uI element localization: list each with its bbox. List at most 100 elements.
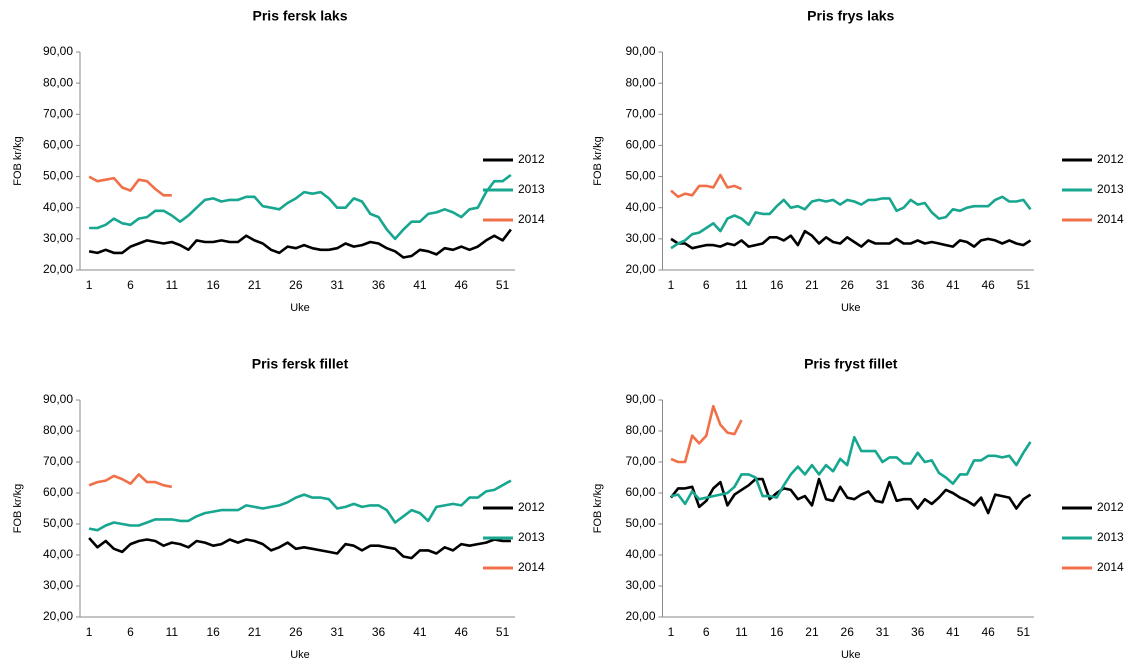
x-tick-label: 21 [805, 625, 819, 639]
x-tick-label: 31 [876, 625, 890, 639]
data-line [670, 404, 743, 464]
legend-label: 2014 [1097, 560, 1124, 574]
x-tick-label: 16 [206, 625, 220, 639]
y-tick-label: 60,00 [625, 485, 655, 499]
y-tick-label: 60,00 [625, 138, 655, 152]
legend-label: 2012 [518, 152, 545, 166]
x-axis-title: Uke [290, 302, 310, 314]
legend-label: 2012 [518, 500, 545, 514]
x-tick-label: 11 [735, 278, 748, 292]
y-tick-label: 80,00 [625, 75, 655, 89]
x-tick-label: 51 [496, 278, 510, 292]
chart-title: Pris frys laks [807, 8, 894, 24]
x-tick-label: 31 [876, 278, 890, 292]
x-tick-label: 36 [372, 625, 386, 639]
legend-label: 2013 [1097, 530, 1124, 544]
x-tick-label: 41 [413, 278, 427, 292]
y-tick-label: 20,00 [43, 609, 73, 623]
data-line [670, 229, 1032, 250]
y-tick-label: 80,00 [43, 423, 73, 437]
y-tick-label: 50,00 [625, 169, 655, 183]
x-tick-label: 31 [331, 278, 345, 292]
y-tick-label: 50,00 [625, 516, 655, 530]
x-tick-label: 11 [166, 625, 179, 639]
y-tick-label: 70,00 [625, 106, 655, 120]
data-line [88, 473, 173, 489]
chart-title: Pris fersk fillet [252, 356, 349, 372]
x-axis-title: Uke [841, 302, 861, 314]
data-line [88, 175, 172, 197]
x-tick-label: 46 [455, 278, 469, 292]
legend-label: 2013 [518, 530, 545, 544]
chart-title: Pris fryst fillet [804, 356, 898, 372]
x-axis-title: Uke [841, 649, 861, 661]
y-axis-title: FOB kr/kg [12, 484, 24, 534]
y-axis-title: FOB kr/kg [12, 136, 24, 186]
chart-title: Pris fersk laks [253, 8, 348, 24]
x-tick-label: 1 [86, 625, 93, 639]
y-tick-label: 30,00 [625, 578, 655, 592]
y-tick-label: 20,00 [625, 609, 655, 623]
x-tick-label: 21 [248, 625, 262, 639]
x-tick-label: 31 [331, 625, 345, 639]
y-tick-label: 90,00 [43, 392, 73, 406]
data-line [669, 477, 1032, 515]
y-tick-label: 90,00 [625, 392, 655, 406]
x-tick-label: 16 [770, 625, 784, 639]
x-tick-label: 6 [127, 278, 134, 292]
data-line [88, 479, 512, 532]
x-tick-label: 11 [166, 278, 179, 292]
y-tick-label: 70,00 [43, 106, 73, 120]
y-tick-label: 30,00 [625, 231, 655, 245]
y-axis-title: FOB kr/kg [592, 136, 604, 186]
y-tick-label: 50,00 [43, 516, 73, 530]
x-tick-label: 1 [668, 278, 675, 292]
legend-label: 2014 [518, 212, 545, 226]
x-tick-label: 26 [289, 278, 303, 292]
y-tick-label: 40,00 [625, 547, 655, 561]
x-tick-label: 11 [735, 625, 748, 639]
x-tick-label: 26 [841, 625, 855, 639]
y-tick-label: 40,00 [625, 200, 655, 214]
x-tick-label: 36 [372, 278, 386, 292]
y-tick-label: 80,00 [43, 75, 73, 89]
y-tick-label: 40,00 [43, 200, 73, 214]
x-tick-label: 21 [248, 278, 262, 292]
y-tick-label: 20,00 [43, 262, 73, 276]
y-tick-label: 90,00 [43, 44, 73, 58]
y-tick-label: 50,00 [43, 169, 73, 183]
y-tick-label: 20,00 [625, 262, 655, 276]
x-tick-label: 16 [770, 278, 784, 292]
x-tick-label: 26 [289, 625, 303, 639]
x-tick-label: 6 [127, 625, 134, 639]
data-line [88, 537, 511, 560]
data-line [670, 173, 743, 199]
x-tick-label: 41 [413, 625, 427, 639]
x-tick-label: 21 [805, 278, 819, 292]
y-tick-label: 30,00 [43, 578, 73, 592]
legend-label: 2012 [1097, 152, 1124, 166]
x-tick-label: 51 [1017, 278, 1031, 292]
data-line [670, 195, 1032, 250]
x-tick-label: 16 [206, 278, 220, 292]
y-tick-label: 60,00 [43, 138, 73, 152]
y-axis-title: FOB kr/kg [592, 484, 604, 534]
x-tick-label: 46 [982, 278, 996, 292]
x-tick-label: 41 [946, 278, 960, 292]
x-tick-label: 36 [911, 278, 925, 292]
x-tick-label: 1 [668, 625, 675, 639]
x-tick-label: 51 [496, 625, 510, 639]
y-tick-label: 70,00 [625, 454, 655, 468]
y-tick-label: 70,00 [43, 454, 73, 468]
x-tick-label: 26 [841, 278, 855, 292]
x-tick-label: 6 [703, 278, 710, 292]
legend-label: 2013 [518, 182, 545, 196]
y-tick-label: 60,00 [43, 485, 73, 499]
y-tick-label: 90,00 [625, 44, 655, 58]
x-tick-label: 6 [703, 625, 710, 639]
x-tick-label: 51 [1017, 625, 1031, 639]
data-line [88, 228, 512, 259]
x-tick-label: 46 [455, 625, 469, 639]
